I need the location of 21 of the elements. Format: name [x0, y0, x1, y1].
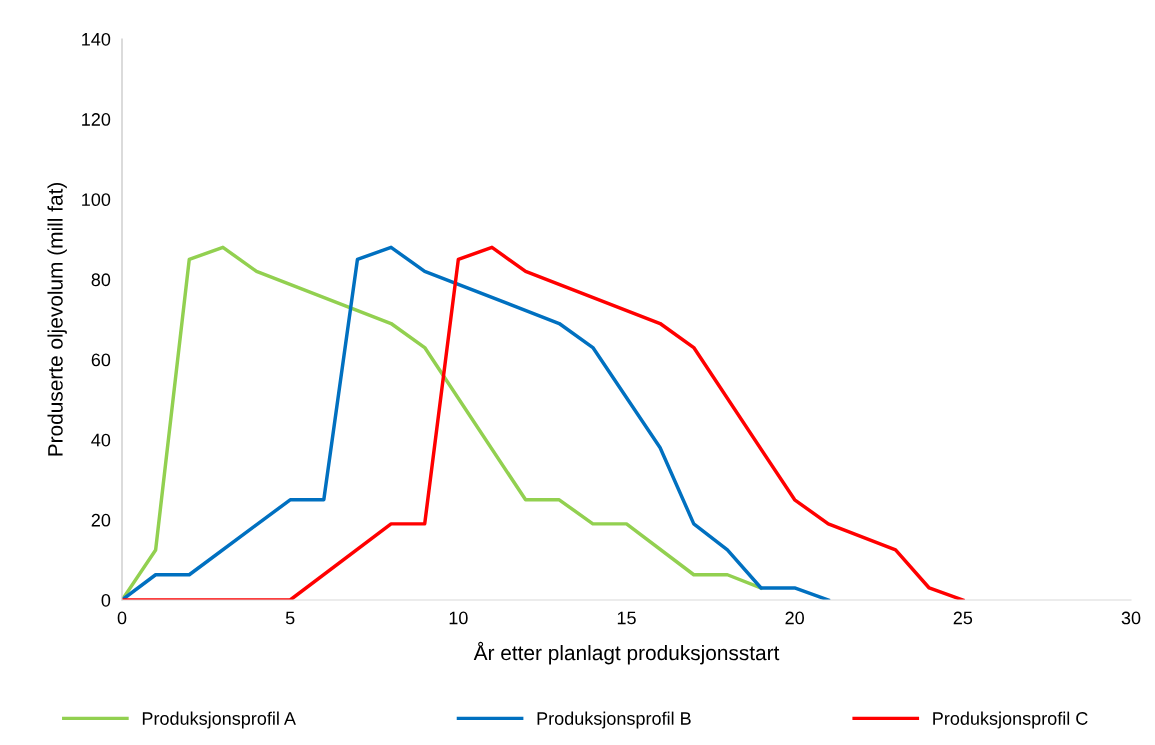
- legend-label: Produksjonsprofil B: [537, 711, 691, 729]
- y-tick-label: 0: [101, 593, 111, 607]
- x-tick-label: 15: [617, 611, 636, 625]
- y-tick-label: 60: [91, 353, 111, 367]
- x-axis-title: År etter planlagt produksjonsstart: [473, 641, 780, 665]
- y-tick-label: 80: [91, 273, 111, 287]
- y-tick-label: 20: [91, 513, 111, 527]
- x-tick-label: 5: [285, 611, 295, 625]
- y-tick-label: 40: [91, 433, 111, 447]
- legend-label: Produksjonsprofil A: [142, 711, 296, 729]
- x-tick-label: 25: [953, 611, 973, 625]
- line-series: [122, 245, 965, 600]
- y-tick-label: 120: [82, 113, 111, 126]
- y-tick-label: 140: [82, 32, 111, 46]
- x-tick-label: 0: [117, 611, 127, 625]
- y-axis-title: Produserte oljevolum (mill fat): [47, 183, 67, 456]
- legend-label: Produksjonsprofil C: [933, 711, 1088, 729]
- y-tick-label: 100: [82, 193, 111, 207]
- x-tick-label: 20: [785, 611, 804, 625]
- x-tick-label: 30: [1121, 611, 1141, 625]
- x-tick-label: 10: [449, 611, 468, 625]
